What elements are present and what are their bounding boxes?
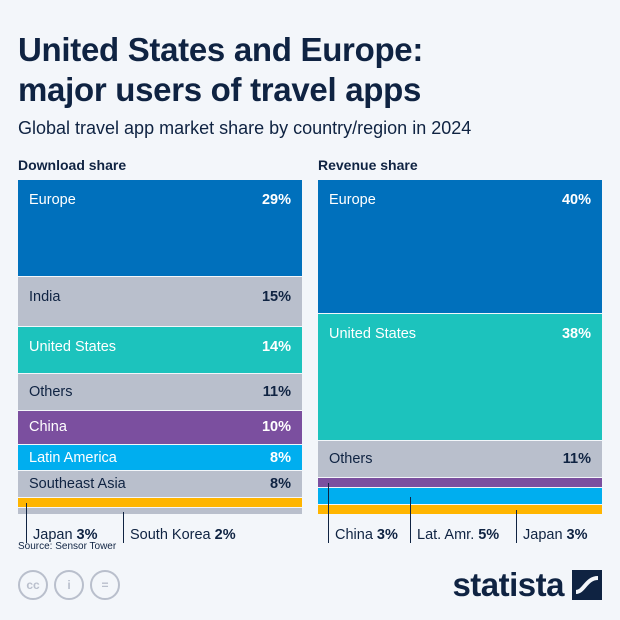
title-line-2: major users of travel apps: [18, 71, 422, 108]
callout-text: China: [335, 526, 373, 543]
callout-label: Japan 3%: [26, 503, 97, 543]
title-line-1: United States and Europe:: [18, 31, 424, 68]
brand-name: statista: [452, 566, 564, 603]
bar-segment-europe: Europe 29%: [18, 180, 302, 278]
segment-label: China: [29, 419, 67, 436]
statista-logo-icon: [572, 570, 602, 600]
bar-segment-japan: [318, 504, 602, 515]
bar-segment-japan: [18, 498, 302, 509]
bar-segment-southeast-asia: Southeast Asia 8%: [18, 471, 302, 499]
segment-label: United States: [29, 339, 117, 356]
segment-label: Southeast Asia: [29, 476, 126, 493]
segment-value: 15%: [261, 289, 291, 306]
segment-value: 11%: [562, 451, 591, 468]
callout-value: 3%: [566, 526, 588, 543]
callout-value: 2%: [214, 526, 236, 543]
bar-segment-others: Others 11%: [18, 374, 302, 412]
bar-segment-europe: Europe 40%: [318, 180, 602, 314]
segment-label: India: [29, 289, 61, 306]
segment-value: 38%: [561, 326, 591, 342]
callout-label: Lat. Amr. 5%: [410, 496, 500, 543]
segment-value: 29%: [261, 192, 291, 208]
download-share-chart: Europe 29% India 15% United States 14% Others 1…: [18, 180, 302, 543]
bar-segment-united-states: United States 14%: [18, 327, 302, 375]
segment-label: Europe: [29, 192, 76, 208]
source: Source: Sensor Tower: [18, 541, 117, 552]
revenue-share-chart: Europe 40% United States 38% Others 11% China 3…: [318, 180, 602, 543]
bar-segment-south-korea: [18, 508, 302, 515]
revenue-share-title: Revenue share: [318, 157, 418, 173]
callout-text: Japan: [33, 526, 73, 543]
segment-value: 14%: [261, 339, 291, 356]
segment-label: Others: [329, 451, 373, 468]
license-icons: cc i =: [18, 570, 120, 600]
statista-logo: statista: [452, 566, 602, 604]
segment-value: 8%: [270, 449, 291, 466]
callout-text: Japan: [523, 526, 563, 543]
page-title: United States and Europe: major users of …: [18, 30, 423, 110]
callout-label: South Korea 2%: [123, 511, 236, 543]
segment-label: Latin America: [29, 449, 117, 466]
segment-label: United States: [329, 326, 417, 342]
bar-segment-india: India 15%: [18, 277, 302, 328]
segment-value: 10%: [261, 419, 291, 436]
segment-value: 8%: [270, 476, 291, 493]
cc-icon: cc: [18, 570, 48, 600]
segment-value: 40%: [561, 192, 591, 208]
segment-label: Others: [29, 384, 73, 401]
callout-label: Japan 3%: [516, 509, 588, 543]
download-share-title: Download share: [18, 157, 127, 173]
bar-segment-others: Others 11%: [318, 441, 602, 479]
attribution-icon: i: [54, 570, 84, 600]
callout-value: 3%: [376, 526, 398, 543]
callout-value: 3%: [76, 526, 98, 543]
bar-segment-united-states: United States 38%: [318, 314, 602, 442]
callout-text: Lat. Amr.: [417, 526, 475, 543]
callout-label: China 3%: [328, 483, 398, 543]
callout-text: South Korea: [130, 526, 211, 543]
segment-value: 11%: [262, 384, 291, 401]
bar-segment-china: [318, 478, 602, 489]
bar-segment-lat-amr-: [318, 488, 602, 505]
subtitle: Global travel app market share by countr…: [18, 118, 472, 138]
bar-segment-latin-america: Latin America 8%: [18, 444, 302, 472]
bar-segment-china: China 10%: [18, 411, 302, 445]
segment-label: Europe: [329, 192, 376, 208]
no-derivatives-icon: =: [90, 570, 120, 600]
callout-value: 5%: [478, 526, 500, 543]
